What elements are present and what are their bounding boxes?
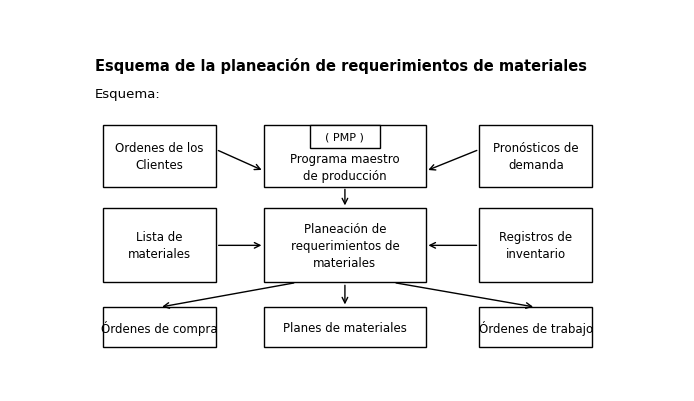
Text: Esquema:: Esquema: [95,88,160,101]
Text: Lista de
materiales: Lista de materiales [128,231,191,261]
Bar [103,308,216,348]
Bar [480,125,592,187]
Text: Esquema de la planeación de requerimientos de materiales: Esquema de la planeación de requerimient… [95,57,587,73]
Bar [264,209,425,283]
Text: Órdenes de compra: Órdenes de compra [101,320,218,335]
Text: Programa maestro
de producción: Programa maestro de producción [290,153,400,183]
Bar [103,209,216,283]
Bar [264,125,425,187]
Text: Órdenes de trabajo: Órdenes de trabajo [479,320,593,335]
Bar [480,209,592,283]
Text: Pronósticos de
demanda: Pronósticos de demanda [493,141,579,171]
Text: Planeación de
requerimientos de
materiales: Planeación de requerimientos de material… [291,222,399,269]
Text: Ordenes de los
Clientes: Ordenes de los Clientes [115,141,203,171]
Text: Planes de materiales: Planes de materiales [283,321,407,334]
Text: Registros de
inventario: Registros de inventario [499,231,573,261]
Bar [480,308,592,348]
Bar [264,308,425,348]
Text: ( PMP ): ( PMP ) [325,132,364,142]
Bar [310,125,380,148]
Bar [103,125,216,187]
